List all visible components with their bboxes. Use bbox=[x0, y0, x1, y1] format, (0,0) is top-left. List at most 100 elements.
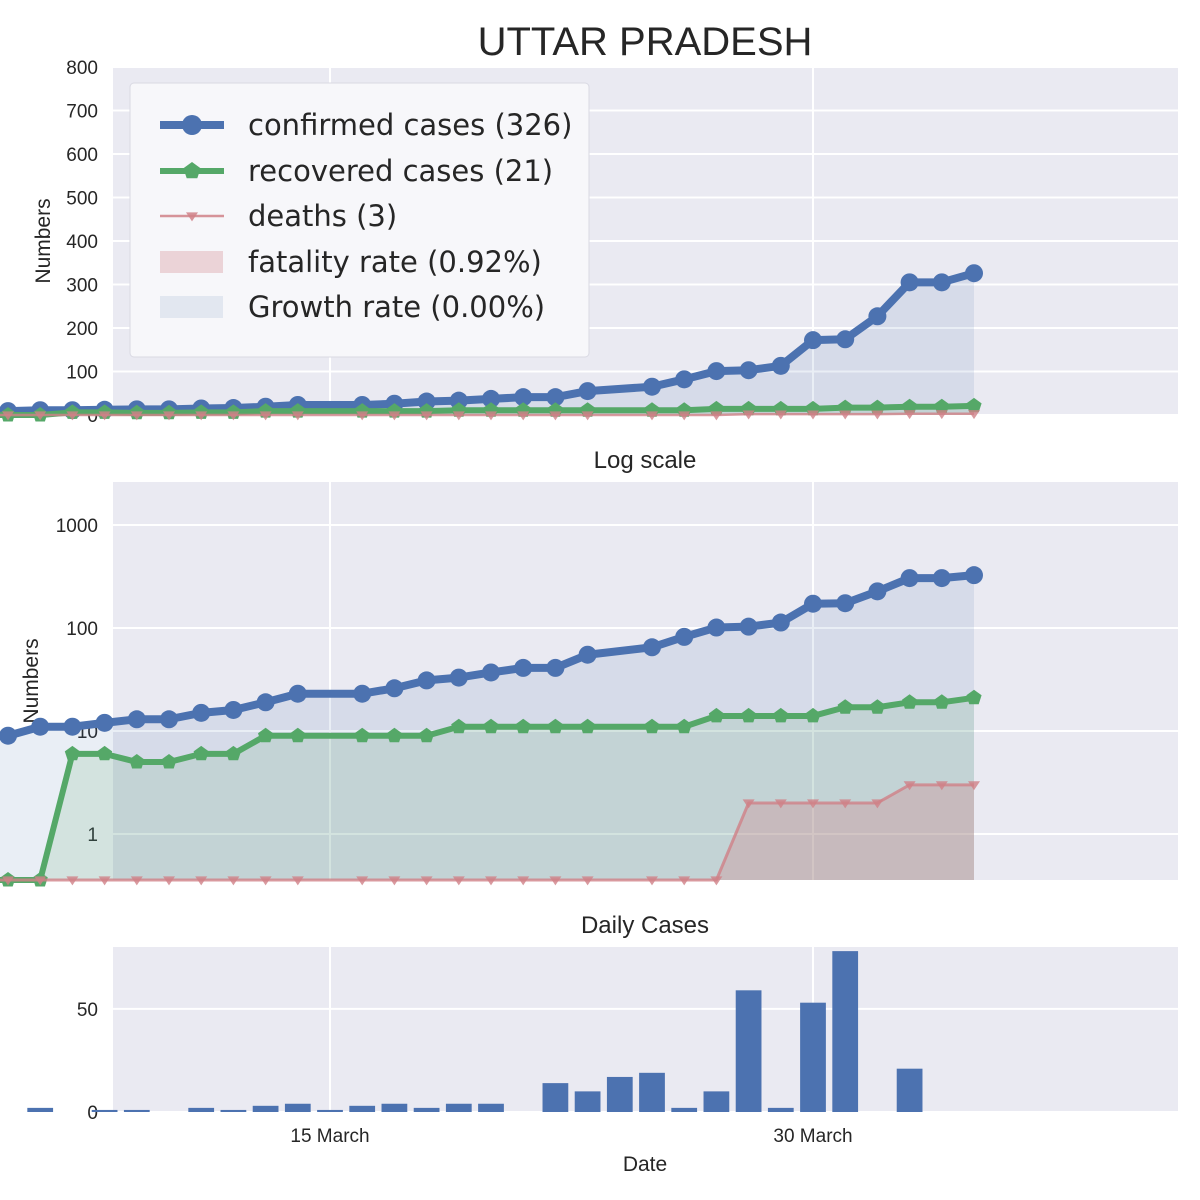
linear-deaths-point bbox=[452, 411, 465, 421]
linear-deaths-point bbox=[549, 411, 562, 421]
linear-recovered-point bbox=[869, 399, 885, 415]
log-confirmed-point bbox=[836, 594, 855, 613]
linear-confirmed-point bbox=[643, 377, 661, 396]
log-confirmed-point bbox=[353, 684, 372, 703]
log-deaths-point bbox=[968, 781, 980, 791]
legend-label: recovered cases (21) bbox=[248, 154, 553, 188]
log-confirmed-point bbox=[900, 569, 919, 588]
log-deaths-point bbox=[227, 876, 240, 886]
daily-bar bbox=[220, 1109, 247, 1112]
linear-panel: 0 100 200 300 400 500 600 700 800 Numbers confir… bbox=[0, 58, 1178, 427]
daily-x-ticks: 15 March 30 March bbox=[290, 1126, 852, 1147]
log-plot-area bbox=[113, 482, 1178, 880]
daily-bar bbox=[606, 1076, 633, 1112]
daily-bar bbox=[639, 1072, 665, 1112]
linear-confirmed-point bbox=[707, 362, 726, 381]
log-recovered-point bbox=[386, 727, 402, 743]
log-recovered-point bbox=[161, 754, 177, 769]
log-recovered-point bbox=[290, 727, 306, 743]
daily-bar bbox=[800, 1002, 826, 1112]
linear-deaths-point bbox=[742, 410, 755, 420]
log-recovered-point bbox=[258, 727, 274, 743]
linear-confirmed-point bbox=[482, 389, 500, 408]
log-deaths-point bbox=[549, 876, 562, 886]
linear-confirmed-point bbox=[836, 330, 855, 349]
log-deaths-point bbox=[291, 876, 304, 886]
linear-confirmed-point bbox=[868, 307, 887, 326]
legend-confirmed-patch bbox=[160, 296, 223, 318]
linear-deaths-point bbox=[807, 410, 819, 420]
linear-y-tick-label: 500 bbox=[66, 189, 98, 210]
linear-confirmed-point bbox=[675, 370, 694, 389]
log-recovered-point bbox=[741, 707, 757, 723]
daily-bar bbox=[381, 1103, 408, 1112]
log-recovered-point bbox=[869, 699, 885, 714]
daily-y-ticks: 0 50 bbox=[77, 1000, 98, 1124]
linear-deaths-point bbox=[2, 411, 14, 421]
log-confirmed-point bbox=[256, 693, 275, 712]
daily-bar bbox=[284, 1103, 311, 1112]
log-deaths-line bbox=[0, 783, 974, 882]
daily-x-axis-label: Date bbox=[623, 1153, 667, 1176]
log-recovered-point bbox=[451, 718, 467, 734]
linear-confirmed-point bbox=[578, 382, 597, 401]
daily-bar bbox=[445, 1103, 472, 1112]
linear-y-tick-label: 0 bbox=[87, 406, 98, 427]
linear-y-tick-label: 200 bbox=[66, 319, 98, 340]
linear-recovered-point bbox=[837, 399, 853, 415]
linear-deaths-point bbox=[581, 411, 594, 421]
legend-label: deaths (3) bbox=[248, 199, 397, 233]
linear-deaths-point bbox=[678, 411, 691, 421]
linear-confirmed-area bbox=[0, 273, 974, 415]
daily-bar bbox=[735, 990, 762, 1112]
log-deaths-point bbox=[452, 876, 465, 886]
log-confirmed-point bbox=[31, 717, 50, 736]
log-confirmed-point bbox=[449, 668, 468, 687]
linear-confirmed-point bbox=[932, 273, 951, 292]
daily-x-tick-label: 15 March bbox=[290, 1126, 369, 1147]
log-confirmed-point bbox=[739, 617, 758, 636]
legend: confirmed cases (326) recovered cases (21… bbox=[129, 82, 590, 358]
log-confirmed-point bbox=[707, 618, 726, 637]
daily-bar bbox=[317, 1109, 343, 1112]
linear-y-tick-label: 400 bbox=[66, 232, 98, 253]
log-recovered-point bbox=[354, 727, 370, 743]
log-recovered-point bbox=[805, 707, 821, 723]
log-recovered-point bbox=[902, 694, 918, 709]
daily-panel: Daily Cases 0 50 15 March 30 March Date bbox=[27, 912, 1178, 1176]
log-deaths-point bbox=[195, 876, 208, 886]
log-confirmed-point bbox=[127, 710, 146, 729]
daily-bar bbox=[542, 1083, 569, 1112]
linear-deaths-point bbox=[163, 411, 175, 421]
daily-bar bbox=[123, 1109, 150, 1112]
linear-confirmed-point bbox=[514, 388, 533, 407]
log-confirmed-point bbox=[546, 658, 565, 677]
log-recovered-point bbox=[676, 718, 692, 734]
daily-bar bbox=[413, 1107, 440, 1112]
log-confirmed-point bbox=[771, 613, 790, 632]
log-confirmed-point bbox=[868, 582, 887, 601]
linear-recovered-point bbox=[934, 398, 950, 414]
log-deaths-point bbox=[34, 876, 47, 886]
linear-deaths-point bbox=[388, 411, 401, 421]
log-confirmed-point bbox=[95, 713, 114, 732]
log-recovered-point bbox=[225, 745, 241, 761]
linear-confirmed-point bbox=[804, 331, 822, 350]
log-confirmed-point bbox=[160, 710, 178, 729]
log-recovered-point bbox=[708, 707, 724, 723]
log-recovered-point bbox=[773, 707, 789, 723]
linear-deaths-point bbox=[130, 411, 143, 421]
log-recovered-point bbox=[580, 718, 596, 734]
linear-confirmed-point bbox=[771, 356, 790, 375]
log-deaths-point bbox=[807, 799, 819, 809]
linear-y-tick-label: 800 bbox=[66, 58, 98, 79]
log-deaths-point bbox=[935, 781, 948, 791]
log-y-axis-label: Numbers bbox=[20, 638, 43, 723]
legend-recovered-marker bbox=[183, 162, 201, 179]
daily-bar bbox=[671, 1107, 698, 1112]
linear-deaths-point bbox=[98, 411, 111, 421]
daily-bar bbox=[252, 1105, 279, 1112]
legend-label: confirmed cases (326) bbox=[248, 108, 572, 142]
log-recovered-point bbox=[97, 745, 113, 761]
